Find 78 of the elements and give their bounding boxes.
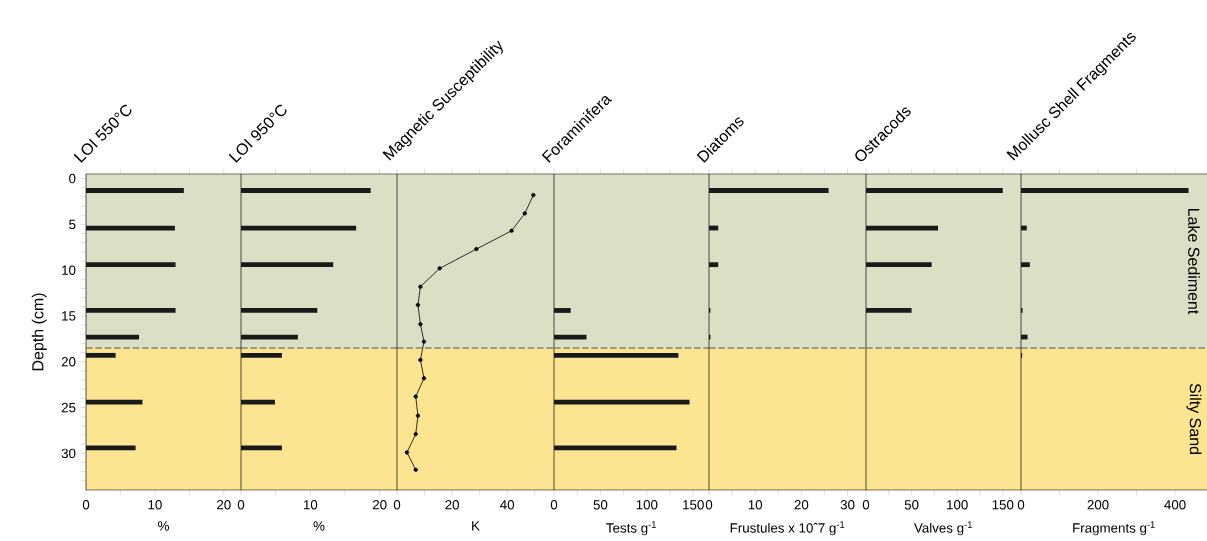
point [531, 192, 536, 198]
x-tick-label: 200 [1087, 500, 1109, 510]
x-tick-label: 150 [683, 500, 704, 510]
bar [241, 308, 318, 313]
bar [241, 262, 334, 268]
x-tick-label: 0 [237, 500, 245, 510]
x-tick-label: 0 [550, 500, 558, 510]
x-axis-title: K [472, 521, 480, 531]
x-tick-label: 0 [862, 500, 870, 510]
band-label: Silty Sand [1186, 383, 1202, 454]
x-axis-title: Valves g$^{-1}$ [914, 521, 972, 536]
y-tick-label: 30 [61, 448, 76, 459]
x-tick-label: 20 [372, 500, 387, 510]
bar [554, 308, 571, 313]
x-tick-label: 10 [303, 500, 318, 510]
x-tick-label: 30 [840, 500, 855, 510]
point [415, 302, 421, 308]
point [437, 266, 442, 271]
point [413, 467, 418, 472]
y-tick-label: 5 [69, 219, 76, 230]
y-tick-label: 15 [62, 311, 76, 321]
point [415, 413, 421, 418]
bar [86, 262, 176, 268]
x-axis-title: Tests g$^{-1}$ [606, 521, 656, 536]
bar [86, 352, 116, 358]
bar [1021, 188, 1189, 193]
x-tick-label: 0 [82, 500, 90, 510]
bar [866, 188, 1003, 193]
point [413, 431, 418, 437]
x-axis-title: Fragments g$^{-1}$ [1073, 521, 1155, 536]
x-tick-label: 20 [217, 500, 231, 510]
x-tick-label: 10 [148, 500, 162, 510]
x-tick-label: 0 [1017, 500, 1025, 510]
y-tick-label: 20 [61, 357, 76, 367]
x-tick-label: 150 [992, 500, 1014, 510]
x-tick-label: 400 [1164, 500, 1186, 510]
bar [86, 308, 176, 313]
point [413, 394, 418, 399]
band-label: Lake Sediment [1188, 208, 1200, 315]
point [418, 322, 423, 327]
x-tick-label: 0 [393, 500, 401, 510]
point [474, 246, 479, 252]
bar [709, 262, 719, 268]
bar [709, 188, 829, 193]
x-tick-label: 100 [636, 500, 658, 510]
x-tick-label: 10 [748, 500, 763, 510]
bar [554, 445, 677, 451]
y-axis-title: Depth (cm) [31, 293, 47, 371]
x-tick-label: 20 [445, 500, 459, 510]
x-axis-title: Frustules x 10ˆ7 g$^{-1}$ [730, 521, 845, 536]
x-tick-label: 100 [947, 500, 968, 510]
point [418, 284, 423, 289]
bar [86, 445, 136, 451]
x-axis-title: % [158, 521, 169, 531]
point [404, 450, 410, 455]
y-tick-label: 25 [61, 402, 76, 413]
bar [866, 308, 912, 313]
x-tick-label: 50 [593, 500, 608, 510]
x-tick-label: 20 [794, 500, 809, 510]
point [522, 211, 527, 216]
y-tick-label: 10 [62, 265, 76, 275]
bar [866, 262, 932, 268]
bar [241, 188, 371, 193]
y-tick-label: 0 [69, 173, 76, 184]
bar [1021, 334, 1028, 340]
point [421, 376, 427, 381]
bar [1021, 262, 1030, 268]
point [509, 228, 514, 233]
x-tick-label: 50 [904, 500, 919, 510]
point [418, 357, 423, 363]
bar [241, 445, 282, 451]
bar [241, 352, 282, 358]
x-axis-title: % [313, 521, 325, 531]
point [421, 339, 427, 344]
bar [86, 188, 184, 193]
x-tick-label: 40 [500, 500, 515, 510]
bar [554, 352, 679, 358]
x-tick-label: 0 [705, 500, 713, 510]
